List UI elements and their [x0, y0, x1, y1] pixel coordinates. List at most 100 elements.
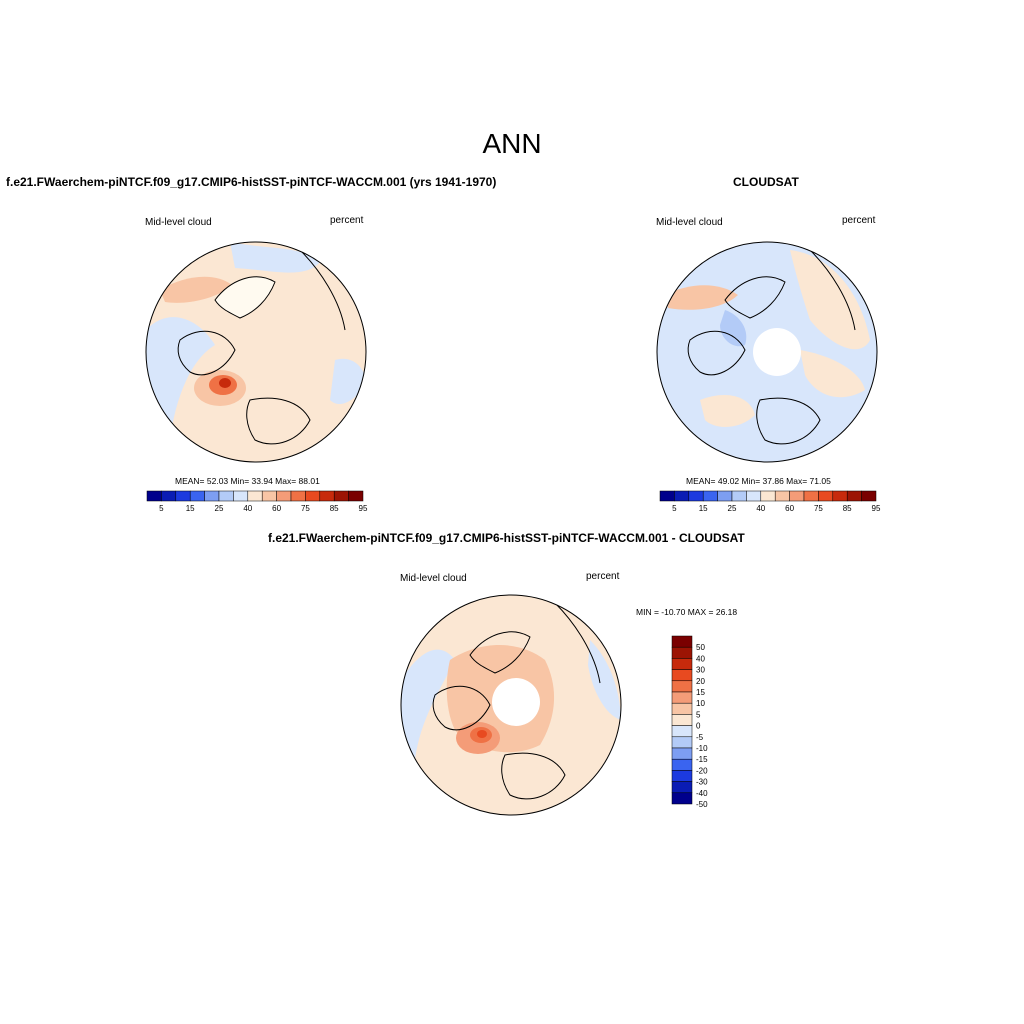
panel-2-orange-region [790, 250, 870, 350]
panel-2-colorbar-swatch [832, 490, 848, 502]
panel-3-colorbar-tick-label: 0 [696, 722, 701, 731]
panel-2-colorbar-swatch [846, 490, 862, 502]
panel-3-colorbar-swatch [671, 781, 693, 794]
panel-1-colorbar-swatch [146, 490, 162, 502]
panel-1-variable-label: Mid-level cloud [145, 217, 212, 228]
panel-3-europe-coast [554, 602, 601, 684]
panel-3: Mid-level cloud percent MIN = -10.70 MAX… [400, 571, 737, 816]
panel-1-colorbar-swatch [319, 490, 335, 502]
panel-1-colorbar-swatch [218, 490, 234, 502]
panel-2-orange-region [665, 285, 738, 310]
panel-2-colorbar-swatch [789, 490, 805, 502]
panel-3-map [401, 595, 621, 815]
panel-3-colorbar-swatch [671, 758, 693, 771]
panel-1-colorbar-swatch [175, 490, 191, 502]
panel-2-blue-region [720, 310, 747, 347]
panel-2-colorbar: 5 15 25 40 60 75 85 95 [659, 490, 881, 513]
panel-3-colorbar-tick-label: 15 [696, 688, 705, 697]
panel-1-peak-core [219, 378, 231, 388]
panel-1-colorbar-tick-label: 5 [159, 504, 164, 513]
panel-2-colorbar-swatch [803, 490, 819, 502]
panel-1-greenland-coast [214, 276, 276, 319]
panel-3-colorbar-tick-label: -40 [696, 789, 708, 798]
panel-2-colorbar-tick-label: 15 [699, 504, 708, 513]
panel-2-colorbar-swatch [717, 490, 733, 502]
panel-2-colorbar-swatch [731, 490, 747, 502]
panel-2-siberia-coast [756, 397, 821, 445]
panel-3-colorbar-swatch [671, 736, 693, 749]
panel-2-map [657, 242, 877, 462]
panel-2-canada-coast [687, 330, 746, 376]
panel-3-canada-coast [432, 685, 491, 731]
panel-2-orange-region [800, 350, 865, 398]
panel-2-greenland-coast [724, 276, 786, 319]
panel-1-colorbar: 5 15 25 40 60 75 85 95 [146, 490, 368, 513]
panel-1-colorbar-swatch [161, 490, 177, 502]
panel-3-variable-label: Mid-level cloud [400, 573, 467, 584]
panel-1: Mid-level cloud percent MEAN= 52.03 Min=… [145, 215, 368, 513]
panel-1-blue-region [230, 242, 320, 273]
panel-3-missing-data-hole [492, 678, 540, 726]
panel-1-colorbar-swatch [333, 490, 349, 502]
panel-1-map-border [145, 241, 367, 463]
panel-1-colorbar-swatch [189, 490, 205, 502]
panel-3-colorbar-swatch [671, 680, 693, 693]
panel-3-colorbar-swatch [671, 725, 693, 738]
panel-2-orange-region [700, 395, 755, 427]
panel-3-colorbar-swatch [671, 691, 693, 704]
panel-1-colorbar-swatch [348, 490, 364, 502]
panel-3-colorbar-tick-label: 50 [696, 643, 705, 652]
panel-1-colorbar-swatch [290, 490, 306, 502]
panel-2-colorbar-swatch [674, 490, 690, 502]
panel-1-orange-region [160, 276, 232, 303]
panel-1-colorbar-tick-label: 75 [301, 504, 310, 513]
panel-3-map-border [400, 594, 622, 816]
panel-3-blue-region [401, 649, 455, 760]
panel-2-colorbar-tick-label: 85 [843, 504, 852, 513]
panel-1-colorbar-swatch [247, 490, 263, 502]
panel-1-colorbar-swatch [305, 490, 321, 502]
panel-3-colorbar-swatch [671, 658, 693, 670]
panel-3-colorbar-swatch [671, 635, 693, 648]
panel-2-colorbar-tick-label: 75 [814, 504, 823, 513]
panel-1-blue-region [330, 358, 366, 405]
panel-1-canada-coast [177, 330, 236, 376]
panel-3-colorbar-swatch [671, 646, 693, 659]
panel-3-colorbar-tick-label: -20 [696, 766, 708, 775]
panel-3-units-label: percent [586, 571, 620, 582]
panel-1-stats: MEAN= 52.03 Min= 33.94 Max= 88.01 [175, 476, 320, 486]
panel-2-stats: MEAN= 49.02 Min= 37.86 Max= 71.05 [686, 476, 831, 486]
panel-3-colorbar-swatch [671, 770, 693, 782]
panel-1-europe-coast [299, 249, 346, 331]
panel-3-colorbar-tick-label: 20 [696, 677, 705, 686]
panel-2-colorbar-tick-label: 95 [872, 504, 881, 513]
panel-2-colorbar-tick-label: 40 [756, 504, 765, 513]
panel-2-colorbar-swatch [760, 490, 776, 502]
panel-2: Mid-level cloud percent MEAN= 49.02 Min=… [656, 215, 881, 513]
panel-3-colorbar-tick-label: 5 [696, 710, 701, 719]
panel-3-stats: MIN = -10.70 MAX = 26.18 [636, 607, 737, 617]
panel-1-colorbar-swatch [233, 490, 249, 502]
panel-2-colorbar-tick-label: 60 [785, 504, 794, 513]
panel-1-units-label: percent [330, 215, 364, 226]
figure-title: ANN [482, 128, 542, 159]
panel-3-colorbar-tick-label: 40 [696, 654, 705, 663]
panel-3-colorbar-tick-label: -30 [696, 778, 708, 787]
panel-2-units-label: percent [842, 215, 876, 226]
panel-2-colorbar-swatch [774, 490, 790, 502]
panel-3-siberia-coast [501, 752, 566, 800]
panel-2-colorbar-swatch [688, 490, 704, 502]
panel-1-blue-region [146, 317, 215, 440]
panel-2-colorbar-swatch [861, 490, 877, 502]
panel-2-europe-coast [809, 249, 856, 331]
panel-1-map [146, 242, 366, 462]
panel-1-colorbar-swatch [261, 490, 277, 502]
panel-3-title: f.e21.FWaerchem-piNTCF.f09_g17.CMIP6-his… [268, 531, 745, 545]
panel-2-title: CLOUDSAT [733, 175, 799, 189]
panel-1-colorbar-tick-label: 25 [215, 504, 224, 513]
panel-3-colorbar-tick-label: 30 [696, 666, 705, 675]
panel-1-colorbar-tick-label: 40 [243, 504, 252, 513]
panel-1-colorbar-swatch [276, 490, 292, 502]
